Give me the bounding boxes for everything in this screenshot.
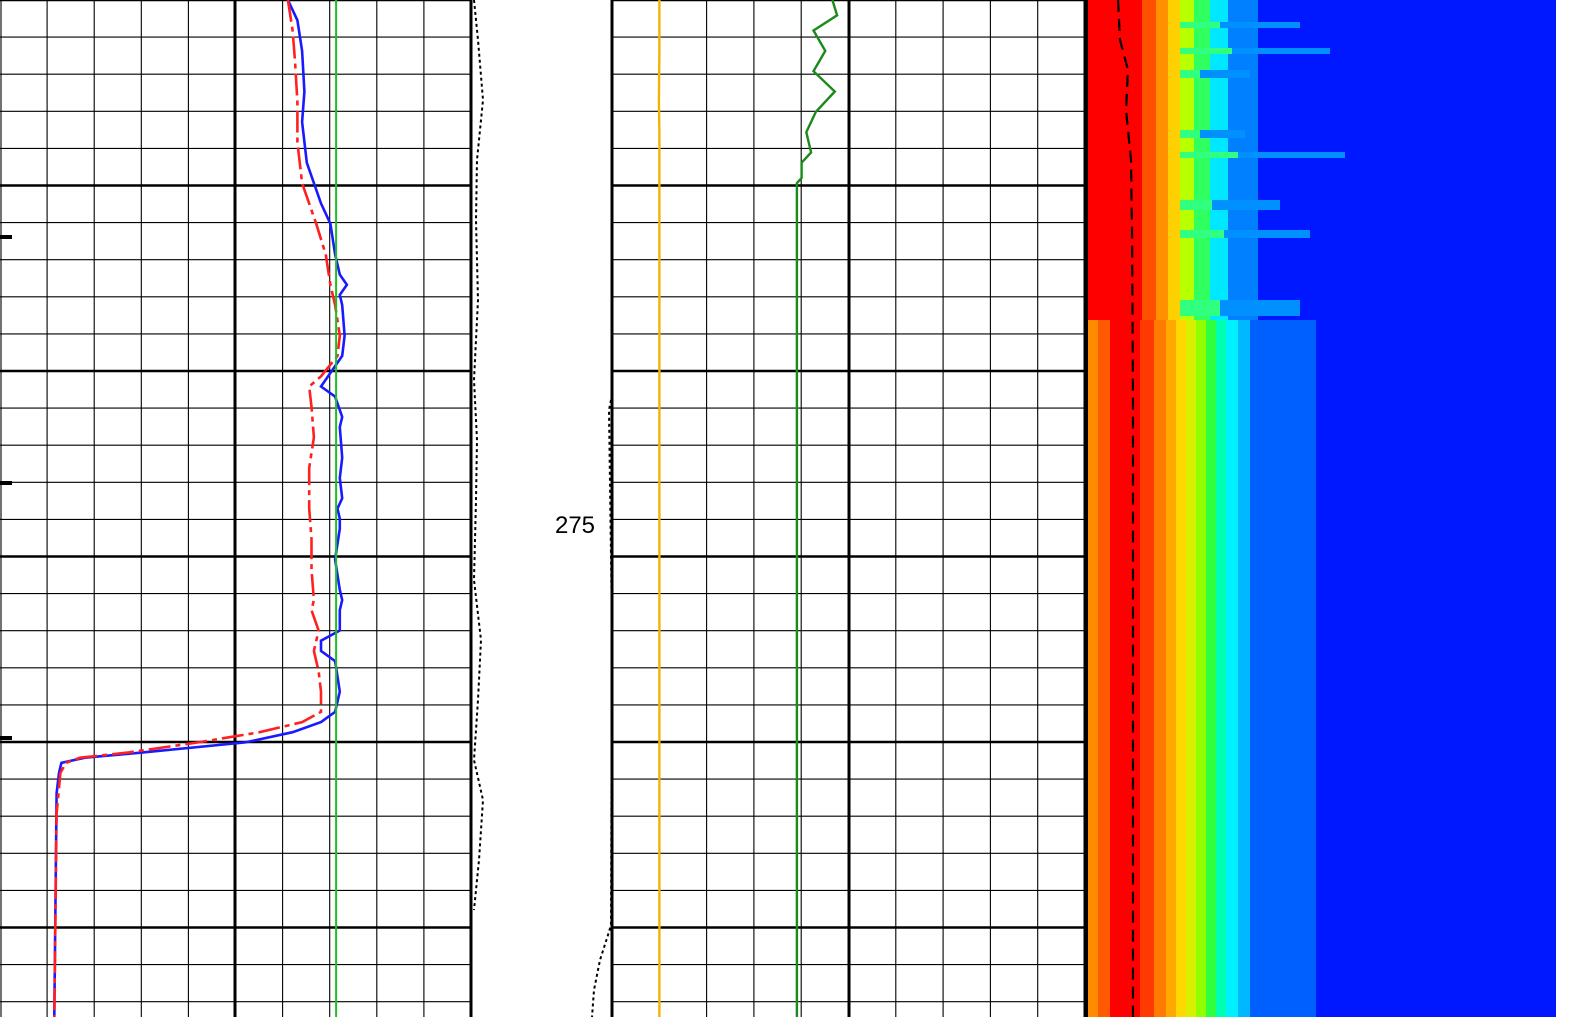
- image-band: [1238, 320, 1250, 1017]
- image-spike-green: [1180, 130, 1198, 138]
- image-band: [1098, 320, 1110, 1017]
- image-band-top: [1156, 0, 1168, 320]
- image-band: [1226, 320, 1238, 1017]
- depth-track: 275: [555, 399, 614, 1018]
- image-spike-green: [1180, 70, 1200, 78]
- image-spike-green: [1180, 230, 1224, 238]
- image-spike: [1200, 48, 1330, 54]
- image-spike-green: [1180, 22, 1220, 28]
- image-bands: [1086, 0, 1345, 1017]
- image-band: [1140, 320, 1154, 1017]
- image-spike-green: [1180, 48, 1232, 54]
- image-spike: [1200, 22, 1300, 28]
- depth-label-275: 275: [555, 512, 595, 539]
- image-band-top: [1180, 0, 1194, 320]
- image-track: [1084, 0, 1556, 1017]
- left-curves: [53, 0, 349, 1018]
- image-band: [1154, 320, 1166, 1017]
- mid-curves: [657, 0, 839, 1017]
- image-band: [1196, 320, 1206, 1017]
- image-band-top: [1142, 0, 1156, 320]
- image-spike: [1200, 200, 1280, 210]
- image-band-top: [1194, 0, 1210, 320]
- resistivity-track: [0, 0, 485, 1018]
- yellow-curve: [657, 0, 661, 1017]
- image-band-top: [1086, 0, 1142, 320]
- middle-track: [610, 0, 1087, 1017]
- image-band: [1250, 320, 1316, 1017]
- deep-resistivity-curve: [53, 0, 349, 1018]
- image-dashed-curve: [1116, 0, 1135, 1017]
- image-band: [1176, 320, 1186, 1017]
- caliper-dotted-curve: [472, 0, 485, 911]
- shallow-resistivity-curve: [53, 0, 342, 1018]
- depth-dotted-curve: [591, 399, 614, 1018]
- image-band: [1206, 320, 1216, 1017]
- image-spike: [1200, 70, 1250, 78]
- image-spike-green: [1180, 200, 1212, 210]
- image-band: [1166, 320, 1176, 1017]
- image-spike: [1200, 152, 1345, 158]
- image-band-top: [1210, 0, 1228, 320]
- image-band: [1086, 320, 1098, 1017]
- image-spike: [1200, 230, 1310, 238]
- image-spike-green: [1180, 152, 1238, 158]
- image-band: [1216, 320, 1226, 1017]
- image-spike: [1200, 130, 1245, 138]
- image-spike-green: [1180, 300, 1220, 316]
- green-curve: [795, 0, 839, 1017]
- image-spike: [1200, 300, 1300, 316]
- image-band: [1110, 320, 1140, 1017]
- image-band: [1186, 320, 1196, 1017]
- image-band-top: [1168, 0, 1180, 320]
